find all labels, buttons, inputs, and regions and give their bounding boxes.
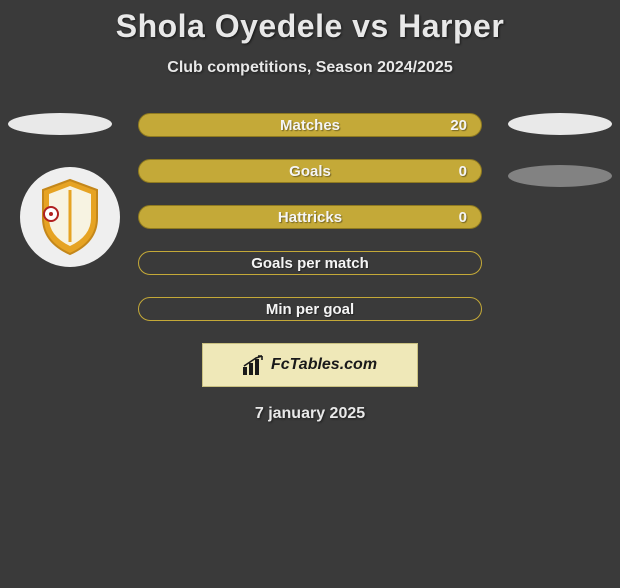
stat-bar-label: Goals	[289, 163, 331, 180]
stat-bar-label: Goals per match	[251, 255, 369, 272]
page-title: Shola Oyedele vs Harper	[0, 8, 620, 45]
stat-bar: Goals per match	[138, 251, 482, 275]
player-right-placeholder-2	[508, 165, 612, 187]
stat-bar-label: Matches	[280, 117, 340, 134]
comparison-content: Matches 20 Goals 0 Hattricks 0 Goals per match…	[0, 113, 620, 423]
club-badge-left	[20, 167, 120, 267]
stat-bar: Min per goal	[138, 297, 482, 321]
stat-bar-label: Hattricks	[278, 209, 342, 226]
stat-bar-label: Min per goal	[266, 301, 354, 318]
stat-bar-value: 20	[450, 117, 467, 134]
stat-bar: Goals 0	[138, 159, 482, 183]
stat-bar: Matches 20	[138, 113, 482, 137]
chart-icon	[243, 355, 265, 375]
brand-label: FcTables.com	[271, 356, 377, 374]
stat-bar-value: 0	[459, 163, 467, 180]
date-label: 7 january 2025	[0, 405, 620, 423]
page-subtitle: Club competitions, Season 2024/2025	[0, 59, 620, 77]
brand-box[interactable]: FcTables.com	[202, 343, 418, 387]
player-right-placeholder	[508, 113, 612, 135]
stat-bars: Matches 20 Goals 0 Hattricks 0 Goals per match…	[138, 113, 482, 321]
shield-icon	[37, 178, 103, 256]
stat-bar: Hattricks 0	[138, 205, 482, 229]
stat-bar-value: 0	[459, 209, 467, 226]
player-left-placeholder	[8, 113, 112, 135]
